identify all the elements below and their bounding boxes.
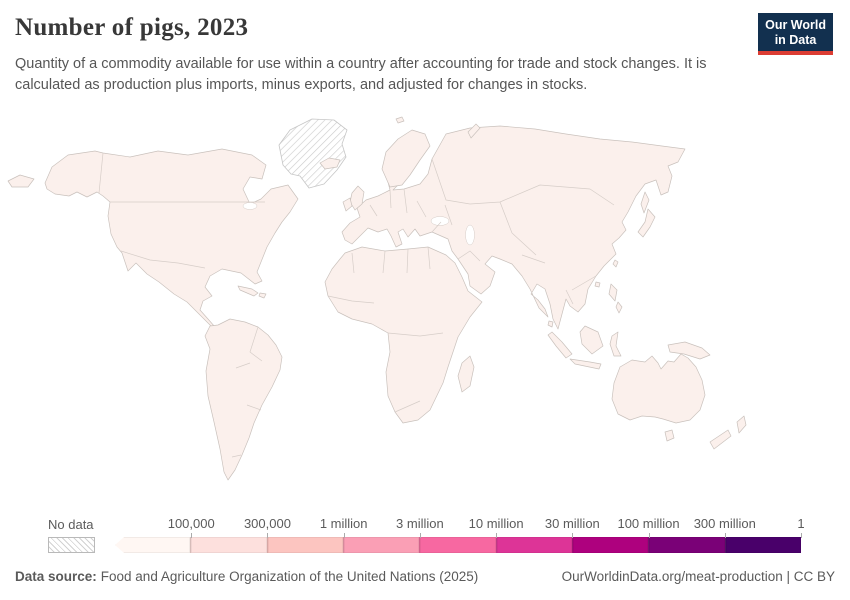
chart-subtitle: Quantity of a commodity available for us… <box>15 56 707 93</box>
credit-link[interactable]: OurWorldinData.org/meat-production | CC … <box>561 569 835 584</box>
owid-logo-line2: in Data <box>774 33 817 47</box>
map-region-africa[interactable] <box>324 246 483 424</box>
map-region-new-zealand[interactable] <box>709 415 747 450</box>
legend-tick-mark <box>648 533 650 538</box>
legend-bin[interactable] <box>419 537 496 553</box>
map-region-java[interactable] <box>569 358 602 370</box>
legend-tick-label: 1 million <box>319 516 368 531</box>
legend-tick-label: 10 million <box>468 516 524 531</box>
legend-tick-mark <box>191 533 193 538</box>
map-region-taiwan[interactable] <box>612 259 619 268</box>
legend-tick-label: 3 million <box>396 516 444 531</box>
owid-logo-line1: Our World <box>765 18 826 32</box>
map-region-sakhalin[interactable] <box>640 191 650 214</box>
legend-bin[interactable] <box>342 537 420 553</box>
legend-bin[interactable] <box>724 537 801 553</box>
no-data-swatch[interactable] <box>48 537 95 553</box>
map-region-philippines[interactable] <box>608 283 623 314</box>
map-region-sulawesi[interactable] <box>609 331 622 357</box>
legend-tick-mark <box>801 533 802 538</box>
legend-tick-mark <box>267 533 269 538</box>
black-sea <box>430 216 450 226</box>
page-title: Number of pigs, 2023 <box>15 14 249 41</box>
map-region-cuba[interactable] <box>237 285 259 297</box>
legend-bin[interactable] <box>495 537 572 553</box>
legend-tick-label: 300 million <box>693 516 756 531</box>
map-region-south-america[interactable] <box>204 318 283 481</box>
map-region-chukotka-fragment[interactable] <box>7 174 35 188</box>
legend-tick-label: 30 million <box>544 516 600 531</box>
legend-tick-mark <box>419 533 421 538</box>
map-region-japan[interactable] <box>637 208 656 238</box>
map-region-novaya-zemlya[interactable] <box>467 123 481 139</box>
map-region-svalbard[interactable] <box>395 116 405 124</box>
data-source-label: Data source: <box>15 569 97 584</box>
no-data-label: No data <box>48 517 94 532</box>
data-source: Data source: Food and Agriculture Organiz… <box>15 569 478 584</box>
map-region-greenland-no-data[interactable] <box>278 118 348 189</box>
legend-bar-area: 100,000 300,000 1 million 3 million 10 milli… <box>115 516 805 553</box>
legend-tick-mark <box>572 533 574 538</box>
legend-color-bar[interactable] <box>115 537 801 553</box>
map-region-iceland[interactable] <box>319 157 341 170</box>
legend-bin[interactable] <box>648 537 725 553</box>
legend-tick-mark <box>496 533 498 538</box>
map-region-australia[interactable] <box>611 353 706 424</box>
legend-tick-mark <box>343 533 345 538</box>
map-region-new-guinea[interactable] <box>667 341 711 360</box>
great-lakes <box>242 202 258 210</box>
map-region-eurasia[interactable] <box>341 125 686 330</box>
map-region-ireland[interactable] <box>342 197 353 212</box>
owid-logo[interactable]: Our World in Data <box>758 13 833 55</box>
data-source-text: Food and Agriculture Organization of the… <box>100 569 479 584</box>
legend-tick-label: 300,000 <box>243 516 291 531</box>
caspian-sea <box>465 224 475 246</box>
country-borders <box>98 152 615 458</box>
legend-tick-label: 100 million <box>617 516 680 531</box>
map-region-scandinavia[interactable] <box>381 129 431 188</box>
world-map[interactable] <box>0 105 850 505</box>
map-region-tasmania[interactable] <box>664 429 675 442</box>
map-region-hispaniola[interactable] <box>258 292 267 299</box>
map-region-sri-lanka[interactable] <box>547 320 554 328</box>
map-legend: No data 100,000 300,000 1 million 3 million… <box>48 516 805 553</box>
legend-tick-label: 1 <box>797 516 805 531</box>
legend-bin[interactable] <box>266 537 343 553</box>
legend-bin[interactable] <box>115 537 191 553</box>
map-region-sumatra[interactable] <box>547 331 573 359</box>
legend-tick-label: 100,000 <box>167 516 215 531</box>
legend-tick-mark <box>724 533 726 538</box>
legend-bin[interactable] <box>190 537 267 553</box>
chart-footer: Data source: Food and Agriculture Organiz… <box>15 569 835 584</box>
legend-bin[interactable] <box>571 537 649 553</box>
legend-no-data[interactable]: No data <box>48 516 95 553</box>
map-region-north-america[interactable] <box>44 148 299 335</box>
map-region-madagascar[interactable] <box>457 355 475 393</box>
map-region-borneo[interactable] <box>579 325 604 355</box>
map-region-hainan[interactable] <box>594 281 601 288</box>
